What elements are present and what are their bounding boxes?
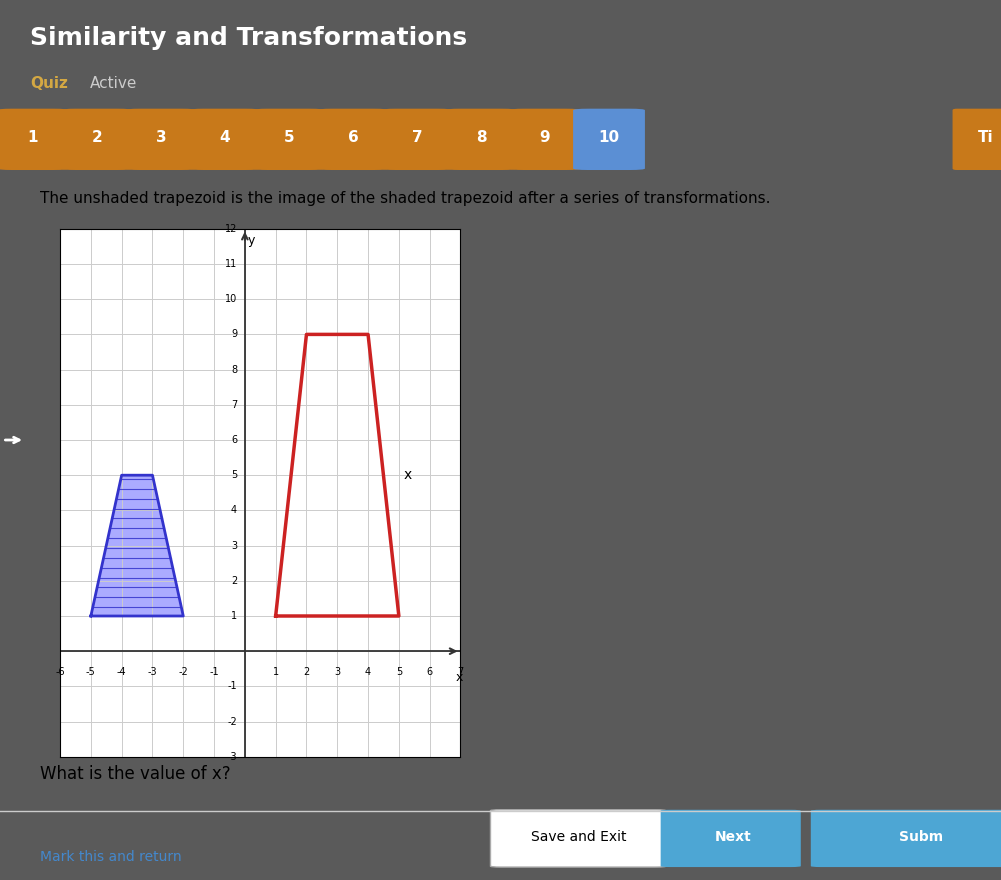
Text: 8: 8 (231, 364, 237, 375)
Text: 2: 2 (91, 129, 102, 144)
Text: 4: 4 (219, 129, 230, 144)
Text: 4: 4 (231, 505, 237, 516)
Text: What is the value of x?: What is the value of x? (40, 766, 230, 783)
FancyBboxPatch shape (61, 108, 133, 170)
FancyBboxPatch shape (317, 108, 388, 170)
Text: 9: 9 (540, 129, 551, 144)
Text: 3: 3 (334, 667, 340, 677)
Text: 3: 3 (155, 129, 166, 144)
Text: Mark this and return: Mark this and return (40, 850, 181, 864)
Text: 1: 1 (272, 667, 278, 677)
Polygon shape (91, 475, 183, 616)
Text: -1: -1 (209, 667, 219, 677)
Text: 11: 11 (225, 259, 237, 269)
Text: 1: 1 (231, 611, 237, 621)
Text: 2: 2 (231, 576, 237, 586)
Text: Quiz: Quiz (30, 76, 68, 91)
FancyBboxPatch shape (490, 810, 666, 867)
FancyBboxPatch shape (125, 108, 197, 170)
FancyBboxPatch shape (661, 810, 801, 867)
Text: Save and Exit: Save and Exit (531, 830, 627, 844)
FancyBboxPatch shape (953, 108, 1001, 170)
Text: 7: 7 (411, 129, 422, 144)
FancyBboxPatch shape (574, 108, 645, 170)
FancyBboxPatch shape (189, 108, 261, 170)
Text: 7: 7 (457, 667, 463, 677)
Text: 3: 3 (231, 540, 237, 551)
Text: 5: 5 (395, 667, 402, 677)
Text: x: x (455, 671, 462, 684)
Text: -5: -5 (86, 667, 96, 677)
Text: -4: -4 (117, 667, 126, 677)
Text: -2: -2 (178, 667, 188, 677)
Text: Subm: Subm (899, 830, 943, 844)
Text: Ti: Ti (978, 129, 993, 144)
FancyBboxPatch shape (445, 108, 517, 170)
Text: Next: Next (715, 830, 751, 844)
FancyBboxPatch shape (0, 108, 69, 170)
Text: y: y (247, 234, 254, 247)
FancyBboxPatch shape (811, 810, 1001, 867)
Text: 6: 6 (347, 129, 358, 144)
Text: 10: 10 (599, 129, 620, 144)
Text: Similarity and Transformations: Similarity and Transformations (30, 26, 467, 50)
FancyBboxPatch shape (253, 108, 324, 170)
Text: -6: -6 (55, 667, 65, 677)
Text: -3: -3 (227, 752, 237, 762)
Text: 5: 5 (283, 129, 294, 144)
Text: 6: 6 (426, 667, 432, 677)
Text: 1: 1 (28, 129, 38, 144)
Text: x: x (403, 468, 411, 482)
Text: 10: 10 (225, 294, 237, 304)
Text: -2: -2 (227, 716, 237, 727)
Text: 7: 7 (231, 400, 237, 410)
Text: 9: 9 (231, 329, 237, 340)
Text: 12: 12 (225, 224, 237, 234)
Text: The unshaded trapezoid is the image of the shaded trapezoid after a series of tr: The unshaded trapezoid is the image of t… (40, 192, 771, 207)
Text: 8: 8 (475, 129, 486, 144)
FancyBboxPatch shape (381, 108, 452, 170)
Text: 5: 5 (231, 470, 237, 480)
Text: -1: -1 (227, 681, 237, 692)
Text: 4: 4 (365, 667, 371, 677)
Text: -3: -3 (148, 667, 157, 677)
Text: 2: 2 (303, 667, 309, 677)
FancyBboxPatch shape (510, 108, 581, 170)
Text: Active: Active (90, 76, 137, 91)
Text: 6: 6 (231, 435, 237, 445)
